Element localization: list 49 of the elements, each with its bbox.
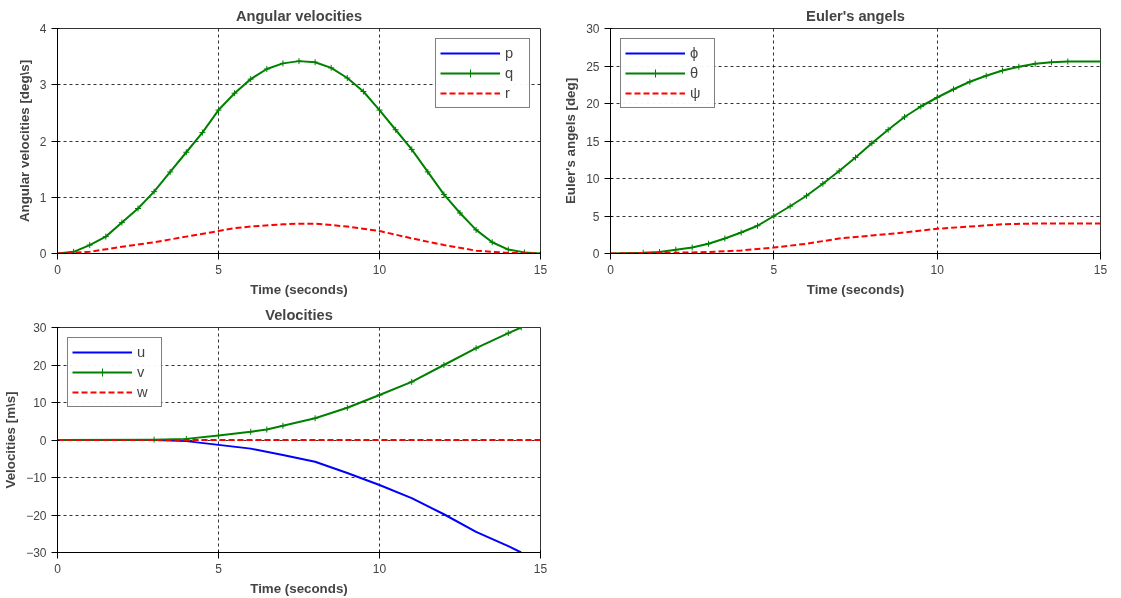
x-axis-title: Time (seconds) <box>806 281 905 297</box>
legend-label: θ <box>690 65 700 81</box>
y-tick-label: 10 <box>33 396 47 410</box>
legend-label: p <box>505 45 515 61</box>
y-tick-label: 1 <box>39 190 47 205</box>
y-tick-label: 0 <box>592 247 600 261</box>
y-tick-label: 0 <box>39 433 47 448</box>
legend-label: q <box>505 65 515 81</box>
x-tick-label: 15 <box>533 262 548 277</box>
y-tick-label: 25 <box>586 59 600 74</box>
x-axis-title: Time (seconds) <box>250 580 348 596</box>
y-tick-label: 20 <box>586 97 600 111</box>
chart-title: Velocities <box>265 306 333 323</box>
y-tick-label: 3 <box>39 78 47 93</box>
legend-label: r <box>505 85 511 101</box>
chart-title: Angular velocities <box>235 7 363 24</box>
y-tick-label: 5 <box>592 209 600 224</box>
y-tick-label: −30 <box>26 546 47 560</box>
y-tick-label: 15 <box>586 134 600 149</box>
x-tick-label: 0 <box>54 262 62 277</box>
y-tick-label: 20 <box>33 358 47 373</box>
chart-title: Euler's angels <box>806 7 905 24</box>
x-tick-label: 10 <box>930 262 945 277</box>
x-tick-label: 5 <box>770 262 778 277</box>
x-tick-label: 10 <box>372 262 387 277</box>
legend-label: w <box>137 384 149 400</box>
y-tick-label: −20 <box>26 508 47 523</box>
y-axis-title: Velocities [m\s] <box>3 391 19 489</box>
y-axis-title: Euler's angels [deg] <box>563 77 579 205</box>
y-tick-label: 10 <box>586 172 600 186</box>
x-tick-label: 5 <box>215 561 223 576</box>
y-tick-label: 30 <box>586 22 600 36</box>
y-axis-title: Angular velocities [deg\s] <box>16 59 32 223</box>
y-tick-label: −10 <box>26 471 47 485</box>
x-tick-label: 10 <box>372 561 387 576</box>
legend-label: u <box>137 344 147 360</box>
x-tick-label: 15 <box>1093 262 1108 277</box>
y-tick-label: 0 <box>39 247 47 261</box>
legend-label: ψ <box>690 85 702 101</box>
y-tick-label: 4 <box>39 22 47 36</box>
y-tick-label: 2 <box>39 134 47 149</box>
x-tick-label: 0 <box>54 561 62 576</box>
x-tick-label: 0 <box>607 262 615 277</box>
x-tick-label: 5 <box>215 262 223 277</box>
x-axis-title: Time (seconds) <box>250 281 348 297</box>
y-tick-label: 30 <box>33 321 47 335</box>
x-tick-label: 15 <box>533 561 548 576</box>
legend-label: v <box>137 364 146 380</box>
legend-label: ϕ <box>690 45 700 61</box>
